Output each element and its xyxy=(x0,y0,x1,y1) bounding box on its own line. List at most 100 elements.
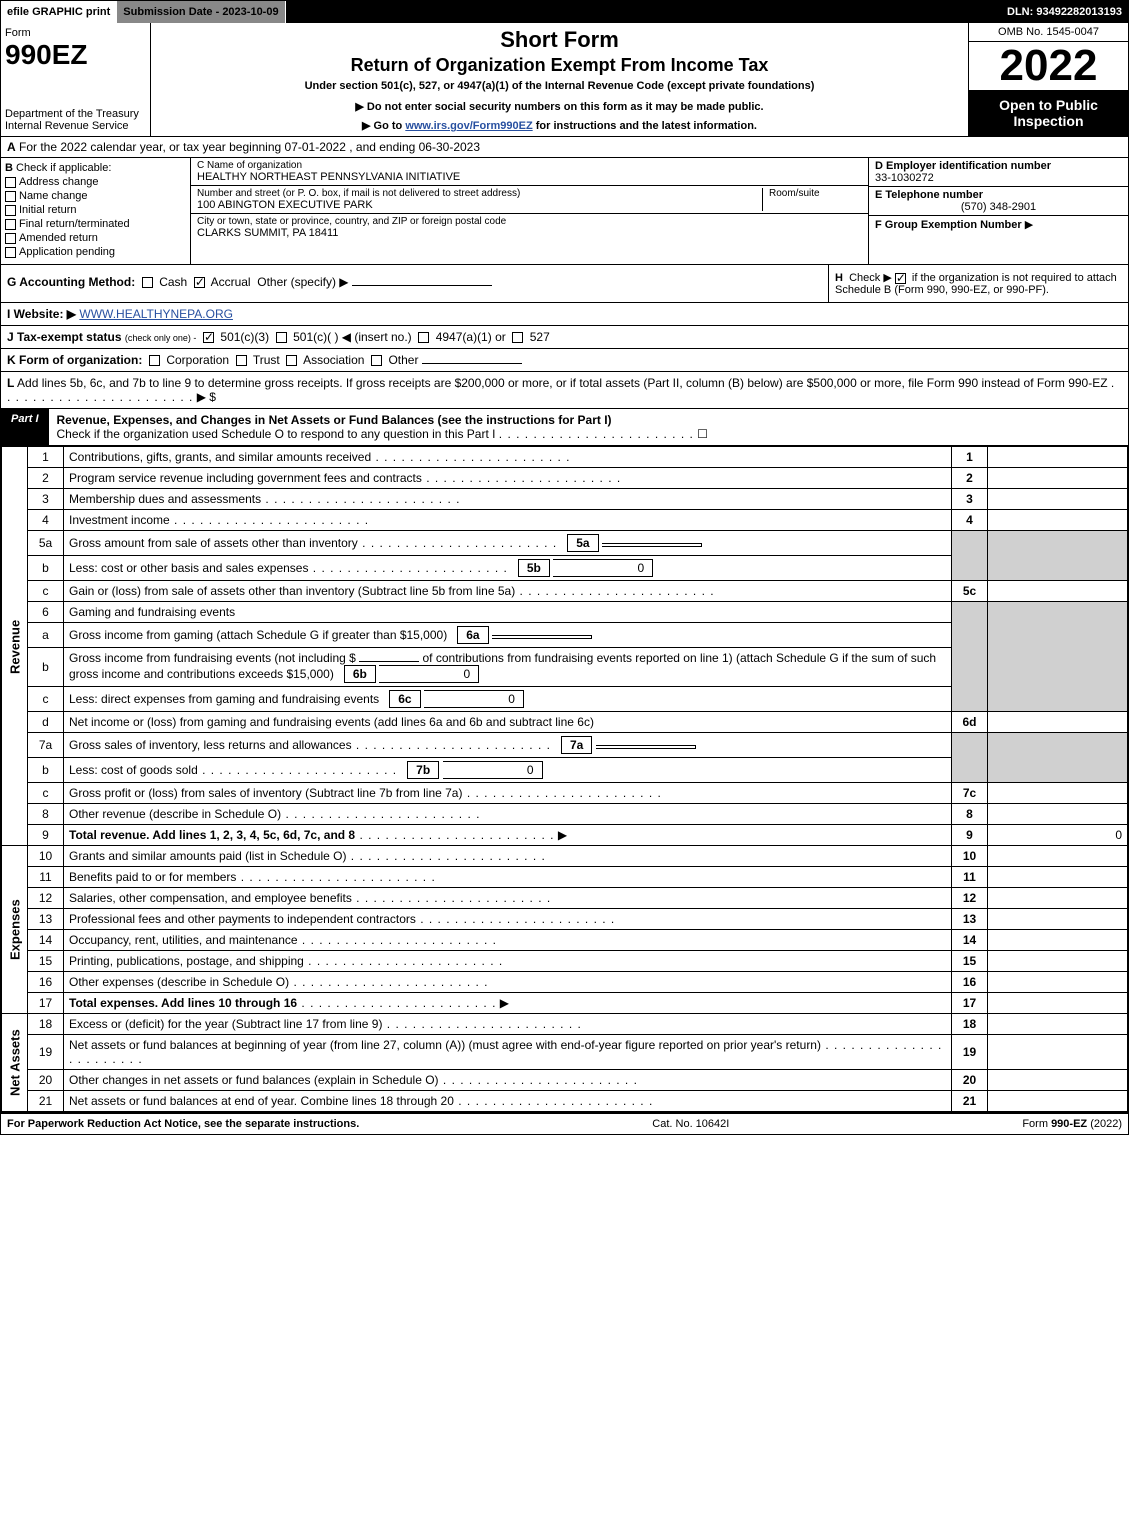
line-num: 20 xyxy=(28,1070,64,1091)
header-middle: Short Form Return of Organization Exempt… xyxy=(151,23,968,136)
l-text: Add lines 5b, 6c, and 7b to line 9 to de… xyxy=(17,376,1108,390)
h-check-text: Check ▶ xyxy=(849,272,892,284)
line-num: 14 xyxy=(28,930,64,951)
line-ref: 14 xyxy=(952,930,988,951)
dots xyxy=(499,427,694,441)
line-num: 8 xyxy=(28,804,64,825)
line-num: b xyxy=(28,648,64,687)
check-accrual[interactable] xyxy=(194,277,205,288)
table-row: 11 Benefits paid to or for members 11 xyxy=(2,867,1128,888)
line-text: Other changes in net assets or fund bala… xyxy=(64,1070,952,1091)
check-501c3[interactable] xyxy=(203,332,214,343)
top-bar: efile GRAPHIC print Submission Date - 20… xyxy=(1,1,1128,23)
footer-cat-no: Cat. No. 10642I xyxy=(652,1118,729,1130)
netassets-section-label: Net Assets xyxy=(2,1014,28,1112)
street-label: Number and street (or P. O. box, if mail… xyxy=(197,188,762,199)
opt-501c3: 501(c)(3) xyxy=(220,330,269,344)
org-name-label: C Name of organization xyxy=(197,160,460,171)
check-initial-return[interactable]: Initial return xyxy=(5,204,186,216)
table-row: 3 Membership dues and assessments 3 xyxy=(2,489,1128,510)
line-num: 16 xyxy=(28,972,64,993)
website-link[interactable]: WWW.HEALTHYNEPA.ORG xyxy=(79,307,233,321)
line-text: Total revenue. Add lines 1, 2, 3, 4, 5c,… xyxy=(64,825,952,846)
section-b-through-f: B Check if applicable: Address change Na… xyxy=(1,158,1128,265)
check-501c[interactable] xyxy=(276,332,287,343)
check-name-change[interactable]: Name change xyxy=(5,190,186,202)
line-text: Net income or (loss) from gaming and fun… xyxy=(64,712,952,733)
line-num: 7a xyxy=(28,733,64,758)
line-text: Occupancy, rent, utilities, and maintena… xyxy=(64,930,952,951)
contributions-input[interactable] xyxy=(359,661,419,662)
table-row: 7a Gross sales of inventory, less return… xyxy=(2,733,1128,758)
table-row: Net Assets 18 Excess or (deficit) for th… xyxy=(2,1014,1128,1035)
opt-corporation: Corporation xyxy=(166,353,229,367)
line-text: Gross income from gaming (attach Schedul… xyxy=(64,623,952,648)
table-row: 13 Professional fees and other payments … xyxy=(2,909,1128,930)
check-other-org[interactable] xyxy=(371,355,382,366)
shaded-cell xyxy=(952,531,988,581)
opt-501c: 501(c)( ) ◀ (insert no.) xyxy=(293,330,412,344)
line-text: Grants and similar amounts paid (list in… xyxy=(64,846,952,867)
line-text: Gross income from fundraising events (no… xyxy=(64,648,952,687)
line-ref: 18 xyxy=(952,1014,988,1035)
phone-label: E Telephone number xyxy=(875,189,983,201)
line-num: c xyxy=(28,783,64,804)
part-1-checkbox[interactable]: ☐ xyxy=(697,427,708,441)
line-value xyxy=(988,804,1128,825)
line-ref: 17 xyxy=(952,993,988,1014)
check-label: Final return/terminated xyxy=(19,218,130,230)
street-row: Number and street (or P. O. box, if mail… xyxy=(191,186,868,214)
check-corporation[interactable] xyxy=(149,355,160,366)
sub-value: 0 xyxy=(443,761,543,779)
line-num: b xyxy=(28,758,64,783)
line-ref: 2 xyxy=(952,468,988,489)
form-subtitle: Return of Organization Exempt From Incom… xyxy=(159,55,960,76)
check-4947[interactable] xyxy=(418,332,429,343)
other-specify-input[interactable] xyxy=(352,285,492,286)
check-association[interactable] xyxy=(286,355,297,366)
table-row: d Net income or (loss) from gaming and f… xyxy=(2,712,1128,733)
check-label: Name change xyxy=(19,190,88,202)
ein-value: 33-1030272 xyxy=(875,172,934,184)
shaded-cell xyxy=(988,733,1128,783)
line-num: 15 xyxy=(28,951,64,972)
phone-row: E Telephone number (570) 348-2901 xyxy=(869,187,1128,216)
check-label: Address change xyxy=(19,176,99,188)
check-application-pending[interactable]: Application pending xyxy=(5,246,186,258)
table-row: c Gross profit or (loss) from sales of i… xyxy=(2,783,1128,804)
table-row: Expenses 10 Grants and similar amounts p… xyxy=(2,846,1128,867)
table-row: 12 Salaries, other compensation, and emp… xyxy=(2,888,1128,909)
goto-suffix: for instructions and the latest informat… xyxy=(536,120,757,132)
cash-label: Cash xyxy=(159,275,187,289)
group-exemption-label: F Group Exemption Number xyxy=(875,219,1022,231)
line-ref: 6d xyxy=(952,712,988,733)
line-value xyxy=(988,1035,1128,1070)
part-1-tab: Part I xyxy=(1,409,49,445)
sub-ref: 6a xyxy=(457,626,488,644)
check-amended-return[interactable]: Amended return xyxy=(5,232,186,244)
check-cash[interactable] xyxy=(142,277,153,288)
line-text: Gross profit or (loss) from sales of inv… xyxy=(64,783,952,804)
org-name: HEALTHY NORTHEAST PENNSYLVANIA INITIATIV… xyxy=(197,171,460,183)
column-b: B Check if applicable: Address change Na… xyxy=(1,158,191,264)
line-num: a xyxy=(28,623,64,648)
line-ref: 7c xyxy=(952,783,988,804)
line-value xyxy=(988,1014,1128,1035)
line-value xyxy=(988,783,1128,804)
org-name-row: C Name of organization HEALTHY NORTHEAST… xyxy=(191,158,868,186)
check-final-return[interactable]: Final return/terminated xyxy=(5,218,186,230)
check-schedule-b-not-required[interactable] xyxy=(895,273,906,284)
line-num: d xyxy=(28,712,64,733)
irs-link[interactable]: www.irs.gov/Form990EZ xyxy=(405,120,532,132)
opt-trust: Trust xyxy=(253,353,280,367)
check-527[interactable] xyxy=(512,332,523,343)
other-org-input[interactable] xyxy=(422,363,522,364)
line-num: 4 xyxy=(28,510,64,531)
line-value xyxy=(988,1091,1128,1112)
line-ref: 11 xyxy=(952,867,988,888)
line-text: Printing, publications, postage, and shi… xyxy=(64,951,952,972)
check-trust[interactable] xyxy=(236,355,247,366)
check-address-change[interactable]: Address change xyxy=(5,176,186,188)
other-label: Other (specify) ▶ xyxy=(257,275,348,289)
i-label: I Website: ▶ xyxy=(7,307,76,321)
